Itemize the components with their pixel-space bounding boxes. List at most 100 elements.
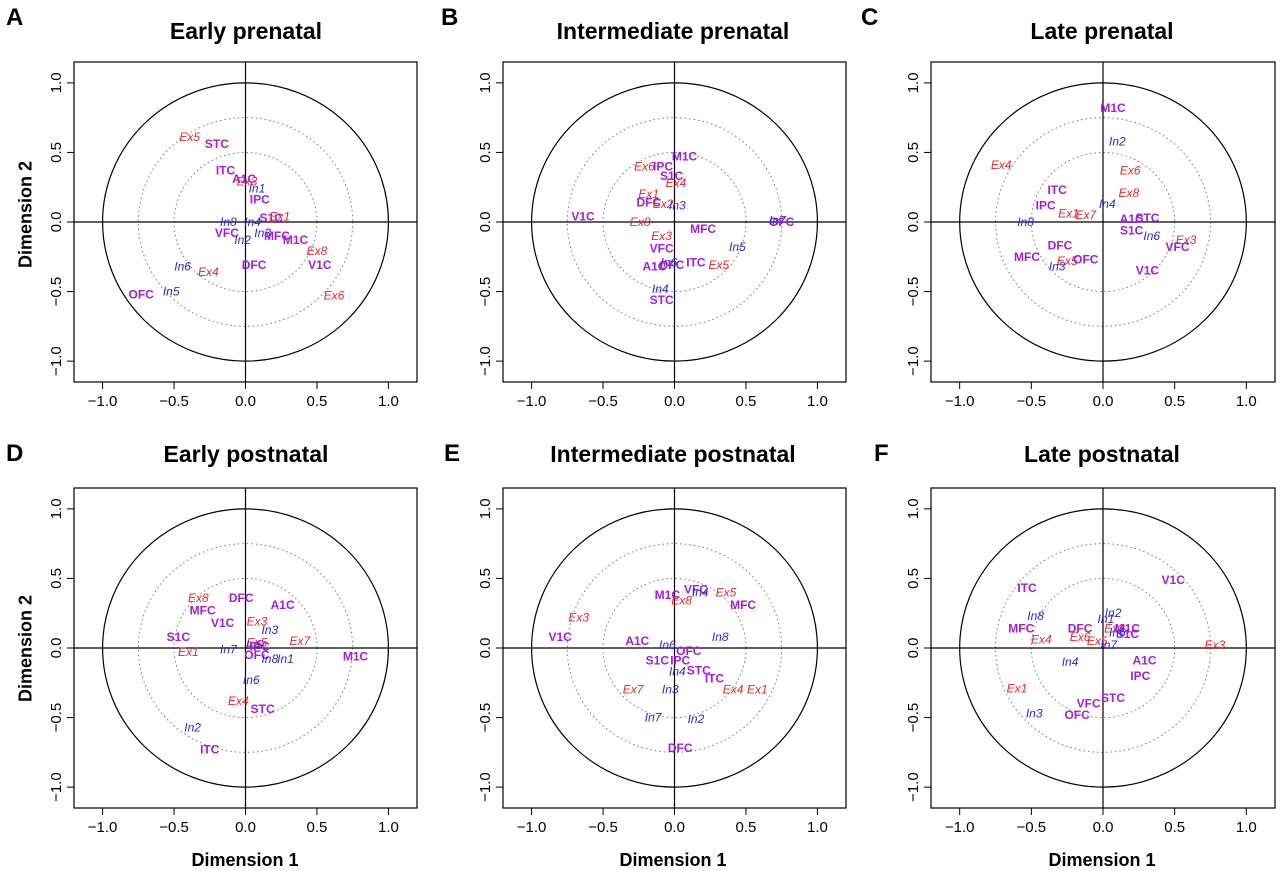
point-label-in4: In4 bbox=[669, 665, 686, 679]
y-tick-label: 0.5 bbox=[477, 142, 494, 163]
y-tick-label: −0.5 bbox=[905, 703, 922, 733]
point-label-ofc: OFC bbox=[676, 644, 702, 658]
x-tick-label: −1.0 bbox=[88, 393, 118, 410]
point-label-ex3: Ex3 bbox=[651, 229, 672, 243]
point-label-vfc: VFC bbox=[1166, 240, 1190, 254]
x-tick-label: 0.5 bbox=[736, 819, 757, 836]
point-label-ex7: Ex7 bbox=[623, 683, 645, 697]
point-label-ex4: Ex4 bbox=[991, 158, 1012, 172]
x-tick-label: −1.0 bbox=[517, 393, 547, 410]
y-tick-label: 1.0 bbox=[48, 498, 65, 519]
point-label-in2: In2 bbox=[1105, 606, 1122, 620]
point-label-ofc: OFC bbox=[1073, 253, 1099, 267]
x-tick-label: −0.5 bbox=[1017, 819, 1047, 836]
point-label-ex5: Ex5 bbox=[708, 258, 729, 272]
point-label-v1c: V1C bbox=[548, 630, 572, 644]
y-tick-label: −0.5 bbox=[905, 277, 922, 307]
point-label-ex4: Ex4 bbox=[666, 176, 687, 190]
point-label-itc: ITC bbox=[1047, 183, 1067, 197]
point-label-a1c: A1C bbox=[271, 598, 295, 612]
point-label-in6: In6 bbox=[243, 673, 260, 687]
x-tick-label: −0.5 bbox=[1017, 393, 1047, 410]
y-tick-label: 0.5 bbox=[905, 568, 922, 589]
point-label-dfc: DFC bbox=[668, 741, 693, 755]
x-tick-label: 0.0 bbox=[235, 819, 256, 836]
y-tick-label: 0.0 bbox=[48, 212, 65, 233]
x-tick-label: −0.5 bbox=[588, 393, 618, 410]
y-tick-label: 0.0 bbox=[905, 638, 922, 659]
y-tick-label: −0.5 bbox=[477, 277, 494, 307]
y-tick-label: 0.5 bbox=[905, 142, 922, 163]
point-label-ex4: Ex4 bbox=[228, 694, 249, 708]
y-tick-label: 1.0 bbox=[477, 498, 494, 519]
point-label-mfc: MFC bbox=[690, 222, 716, 236]
point-label-s1c: S1C bbox=[660, 169, 684, 183]
point-label-ex6: Ex6 bbox=[324, 289, 345, 303]
point-label-mfc: MFC bbox=[1008, 622, 1034, 636]
point-label-ex1: Ex1 bbox=[1007, 681, 1028, 695]
point-label-vfc: VFC bbox=[1077, 697, 1101, 711]
x-tick-label: −0.5 bbox=[588, 819, 618, 836]
y-tick-label: 0.0 bbox=[905, 212, 922, 233]
point-label-mfc: MFC bbox=[730, 598, 756, 612]
point-label-in5: In5 bbox=[729, 240, 746, 254]
x-tick-label: 0.5 bbox=[307, 393, 328, 410]
point-label-vfc: VFC bbox=[684, 583, 708, 597]
point-label-m1c: M1C bbox=[283, 233, 309, 247]
point-label-itc: ITC bbox=[686, 255, 706, 269]
point-label-in5: In5 bbox=[163, 285, 180, 299]
y-tick-label: −1.0 bbox=[905, 346, 922, 376]
point-label-in3: In3 bbox=[1049, 260, 1066, 274]
point-label-in2: In2 bbox=[688, 712, 705, 726]
point-label-ex4: Ex4 bbox=[198, 265, 219, 279]
point-label-s1c: S1C bbox=[1116, 627, 1140, 641]
point-label-stc: STC bbox=[251, 702, 275, 716]
point-label-a1c: A1C bbox=[1133, 654, 1157, 668]
point-label-in2: In2 bbox=[234, 233, 251, 247]
point-label-stc: STC bbox=[650, 293, 674, 307]
x-tick-label: 1.0 bbox=[1236, 393, 1257, 410]
point-label-s1c: S1C bbox=[646, 654, 670, 668]
point-label-in8: In8 bbox=[261, 652, 278, 666]
y-tick-label: 1.0 bbox=[905, 72, 922, 93]
x-tick-label: 0.0 bbox=[1093, 393, 1114, 410]
point-label-ex8: Ex8 bbox=[307, 244, 328, 258]
point-label-ipc: IPC bbox=[250, 640, 270, 654]
point-label-in3: In3 bbox=[662, 683, 679, 697]
point-label-ex5: Ex5 bbox=[179, 130, 200, 144]
point-label-ex2: Ex2 bbox=[653, 197, 674, 211]
point-label-in4: In4 bbox=[692, 585, 709, 599]
panel-letter: D bbox=[6, 440, 24, 467]
point-label-in4: In4 bbox=[652, 282, 669, 296]
point-label-ofc: OFC bbox=[244, 648, 270, 662]
x-tick-label: 1.0 bbox=[807, 393, 828, 410]
panel-letter: F bbox=[874, 440, 889, 467]
x-tick-label: 1.0 bbox=[1236, 819, 1257, 836]
panel-title: Early prenatal bbox=[169, 18, 323, 44]
y-tick-label: −1.0 bbox=[477, 772, 494, 802]
point-label-ipc: IPC bbox=[670, 654, 690, 668]
point-label-in6: In6 bbox=[1143, 229, 1160, 243]
point-label-ex1: Ex1 bbox=[178, 645, 199, 659]
panel-letter: C bbox=[861, 4, 879, 31]
point-label-ex3: Ex3 bbox=[1204, 638, 1225, 652]
point-label-ex1: Ex1 bbox=[1058, 207, 1079, 221]
point-label-in3: In3 bbox=[669, 198, 686, 212]
point-label-ipc: IPC bbox=[1130, 669, 1150, 683]
x-tick-label: −0.5 bbox=[159, 819, 189, 836]
point-label-ex4: Ex4 bbox=[723, 683, 744, 697]
point-label-ex7: Ex7 bbox=[1075, 208, 1097, 222]
point-label-ex6: Ex6 bbox=[1070, 630, 1091, 644]
y-tick-label: −1.0 bbox=[48, 346, 65, 376]
panel-letter: B bbox=[441, 4, 459, 31]
point-label-ex1: Ex1 bbox=[269, 209, 290, 223]
point-label-stc: STC bbox=[205, 137, 229, 151]
point-label-in4: In4 bbox=[1099, 197, 1116, 211]
x-tick-label: 0.0 bbox=[1093, 819, 1114, 836]
point-label-ex5: Ex5 bbox=[716, 585, 737, 599]
point-label-in4: In4 bbox=[1062, 655, 1079, 669]
point-label-in3: In3 bbox=[254, 226, 271, 240]
